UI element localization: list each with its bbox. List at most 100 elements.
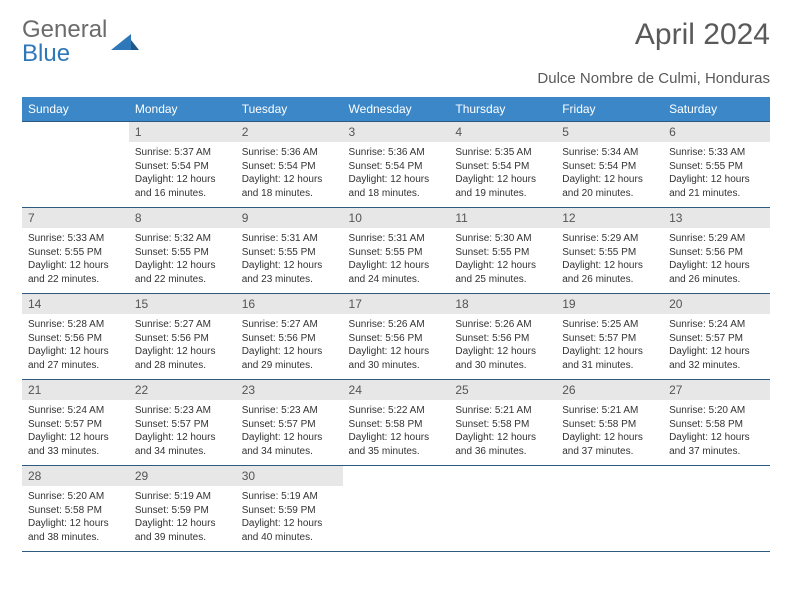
sunset-text: Sunset: 5:55 PM (135, 246, 230, 260)
calendar-cell (22, 122, 129, 208)
calendar-cell: 21Sunrise: 5:24 AMSunset: 5:57 PMDayligh… (22, 380, 129, 466)
daylight-text: Daylight: 12 hours and 26 minutes. (669, 259, 764, 286)
calendar-cell (343, 466, 450, 552)
logo-triangle-icon (111, 32, 139, 52)
page-title: April 2024 (635, 18, 770, 52)
sunset-text: Sunset: 5:54 PM (242, 160, 337, 174)
daylight-text: Daylight: 12 hours and 22 minutes. (28, 259, 123, 286)
daylight-text: Daylight: 12 hours and 36 minutes. (455, 431, 550, 458)
sunrise-text: Sunrise: 5:31 AM (242, 232, 337, 246)
day-detail: Sunrise: 5:24 AMSunset: 5:57 PMDaylight:… (22, 400, 129, 464)
day-detail: Sunrise: 5:27 AMSunset: 5:56 PMDaylight:… (129, 314, 236, 378)
calendar-cell: 17Sunrise: 5:26 AMSunset: 5:56 PMDayligh… (343, 294, 450, 380)
sunrise-text: Sunrise: 5:20 AM (669, 404, 764, 418)
sunset-text: Sunset: 5:55 PM (669, 160, 764, 174)
calendar-cell (663, 466, 770, 552)
day-detail: Sunrise: 5:23 AMSunset: 5:57 PMDaylight:… (129, 400, 236, 464)
sunset-text: Sunset: 5:59 PM (242, 504, 337, 518)
calendar-cell: 15Sunrise: 5:27 AMSunset: 5:56 PMDayligh… (129, 294, 236, 380)
day-number: 6 (663, 122, 770, 142)
day-number: 8 (129, 208, 236, 228)
calendar-cell: 14Sunrise: 5:28 AMSunset: 5:56 PMDayligh… (22, 294, 129, 380)
sunset-text: Sunset: 5:58 PM (28, 504, 123, 518)
day-detail: Sunrise: 5:21 AMSunset: 5:58 PMDaylight:… (556, 400, 663, 464)
daylight-text: Daylight: 12 hours and 23 minutes. (242, 259, 337, 286)
day-detail: Sunrise: 5:21 AMSunset: 5:58 PMDaylight:… (449, 400, 556, 464)
day-detail: Sunrise: 5:20 AMSunset: 5:58 PMDaylight:… (22, 486, 129, 550)
day-detail: Sunrise: 5:32 AMSunset: 5:55 PMDaylight:… (129, 228, 236, 292)
calendar-cell: 25Sunrise: 5:21 AMSunset: 5:58 PMDayligh… (449, 380, 556, 466)
day-number: 20 (663, 294, 770, 314)
day-number: 1 (129, 122, 236, 142)
calendar-cell: 10Sunrise: 5:31 AMSunset: 5:55 PMDayligh… (343, 208, 450, 294)
daylight-text: Daylight: 12 hours and 35 minutes. (349, 431, 444, 458)
sunset-text: Sunset: 5:58 PM (562, 418, 657, 432)
day-number: 28 (22, 466, 129, 486)
sunset-text: Sunset: 5:55 PM (242, 246, 337, 260)
day-detail: Sunrise: 5:24 AMSunset: 5:57 PMDaylight:… (663, 314, 770, 378)
calendar-cell: 20Sunrise: 5:24 AMSunset: 5:57 PMDayligh… (663, 294, 770, 380)
day-of-week-header: Friday (556, 97, 663, 122)
sunrise-text: Sunrise: 5:36 AM (242, 146, 337, 160)
daylight-text: Daylight: 12 hours and 40 minutes. (242, 517, 337, 544)
calendar-cell: 12Sunrise: 5:29 AMSunset: 5:55 PMDayligh… (556, 208, 663, 294)
sunset-text: Sunset: 5:56 PM (135, 332, 230, 346)
day-detail: Sunrise: 5:37 AMSunset: 5:54 PMDaylight:… (129, 142, 236, 206)
sunset-text: Sunset: 5:57 PM (242, 418, 337, 432)
daylight-text: Daylight: 12 hours and 34 minutes. (242, 431, 337, 458)
calendar-cell: 24Sunrise: 5:22 AMSunset: 5:58 PMDayligh… (343, 380, 450, 466)
daylight-text: Daylight: 12 hours and 25 minutes. (455, 259, 550, 286)
calendar-body: 1Sunrise: 5:37 AMSunset: 5:54 PMDaylight… (22, 122, 770, 552)
day-number: 27 (663, 380, 770, 400)
sunset-text: Sunset: 5:57 PM (135, 418, 230, 432)
sunset-text: Sunset: 5:57 PM (562, 332, 657, 346)
day-detail: Sunrise: 5:33 AMSunset: 5:55 PMDaylight:… (22, 228, 129, 292)
sunrise-text: Sunrise: 5:21 AM (455, 404, 550, 418)
daylight-text: Daylight: 12 hours and 22 minutes. (135, 259, 230, 286)
calendar-cell: 3Sunrise: 5:36 AMSunset: 5:54 PMDaylight… (343, 122, 450, 208)
calendar-cell (449, 466, 556, 552)
day-detail: Sunrise: 5:25 AMSunset: 5:57 PMDaylight:… (556, 314, 663, 378)
sunset-text: Sunset: 5:55 PM (455, 246, 550, 260)
daylight-text: Daylight: 12 hours and 37 minutes. (562, 431, 657, 458)
logo-text-wrap: General Blue (22, 18, 107, 66)
day-number: 24 (343, 380, 450, 400)
day-number: 7 (22, 208, 129, 228)
daylight-text: Daylight: 12 hours and 32 minutes. (669, 345, 764, 372)
sunrise-text: Sunrise: 5:26 AM (349, 318, 444, 332)
day-of-week-header: Tuesday (236, 97, 343, 122)
sunrise-text: Sunrise: 5:21 AM (562, 404, 657, 418)
calendar-week-row: 7Sunrise: 5:33 AMSunset: 5:55 PMDaylight… (22, 208, 770, 294)
calendar-header: SundayMondayTuesdayWednesdayThursdayFrid… (22, 97, 770, 122)
day-detail: Sunrise: 5:23 AMSunset: 5:57 PMDaylight:… (236, 400, 343, 464)
day-detail: Sunrise: 5:30 AMSunset: 5:55 PMDaylight:… (449, 228, 556, 292)
sunrise-text: Sunrise: 5:23 AM (242, 404, 337, 418)
day-detail: Sunrise: 5:26 AMSunset: 5:56 PMDaylight:… (343, 314, 450, 378)
day-number: 23 (236, 380, 343, 400)
daylight-text: Daylight: 12 hours and 38 minutes. (28, 517, 123, 544)
sunrise-text: Sunrise: 5:19 AM (135, 490, 230, 504)
daylight-text: Daylight: 12 hours and 20 minutes. (562, 173, 657, 200)
calendar-cell: 11Sunrise: 5:30 AMSunset: 5:55 PMDayligh… (449, 208, 556, 294)
calendar-cell: 19Sunrise: 5:25 AMSunset: 5:57 PMDayligh… (556, 294, 663, 380)
calendar-cell: 28Sunrise: 5:20 AMSunset: 5:58 PMDayligh… (22, 466, 129, 552)
calendar-cell: 7Sunrise: 5:33 AMSunset: 5:55 PMDaylight… (22, 208, 129, 294)
sunset-text: Sunset: 5:54 PM (455, 160, 550, 174)
day-detail: Sunrise: 5:35 AMSunset: 5:54 PMDaylight:… (449, 142, 556, 206)
sunset-text: Sunset: 5:55 PM (28, 246, 123, 260)
day-of-week-header: Sunday (22, 97, 129, 122)
sunset-text: Sunset: 5:59 PM (135, 504, 230, 518)
daylight-text: Daylight: 12 hours and 29 minutes. (242, 345, 337, 372)
day-number: 19 (556, 294, 663, 314)
day-of-week-header: Monday (129, 97, 236, 122)
sunrise-text: Sunrise: 5:32 AM (135, 232, 230, 246)
logo: General Blue (22, 18, 139, 66)
day-detail: Sunrise: 5:29 AMSunset: 5:55 PMDaylight:… (556, 228, 663, 292)
sunrise-text: Sunrise: 5:23 AM (135, 404, 230, 418)
sunrise-text: Sunrise: 5:26 AM (455, 318, 550, 332)
daylight-text: Daylight: 12 hours and 37 minutes. (669, 431, 764, 458)
sunset-text: Sunset: 5:57 PM (669, 332, 764, 346)
sunset-text: Sunset: 5:56 PM (349, 332, 444, 346)
sunrise-text: Sunrise: 5:33 AM (28, 232, 123, 246)
calendar-cell: 18Sunrise: 5:26 AMSunset: 5:56 PMDayligh… (449, 294, 556, 380)
